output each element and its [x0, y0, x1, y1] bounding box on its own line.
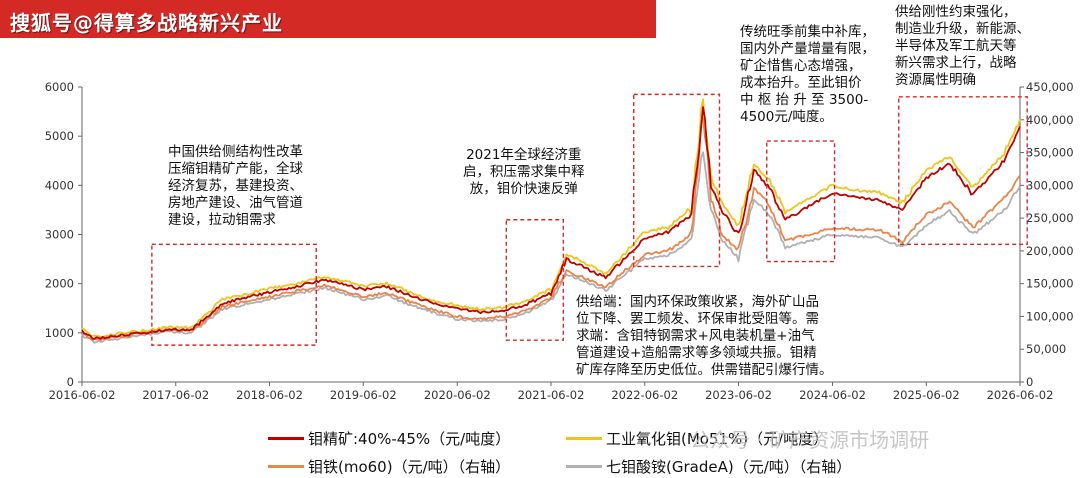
- highlight-box2: [505, 219, 565, 341]
- annotation-line: 半导体及军工航天等: [895, 38, 1017, 54]
- legend-item-mo-concentrate: 钼精矿:40%-45%（元/吨度）: [268, 428, 510, 449]
- annotation-line: 成本抬升。至此钼价: [740, 75, 862, 91]
- y-right-tick-label: 50,000: [1026, 342, 1066, 356]
- highlight-box4: [766, 140, 836, 263]
- y-left-tick-label: 6000: [45, 80, 74, 94]
- annotation-line: 供给刚性约束强化，: [895, 4, 1017, 20]
- annotation-line: 传统旺季前集中补库，: [740, 24, 875, 40]
- annotation-line: 国内外产量增量有限，: [740, 41, 875, 57]
- y-right-tick-label: 200,000: [1026, 244, 1074, 258]
- y-right-tick-label: 100,000: [1026, 309, 1074, 323]
- annotation-line: 房地产建设、油气管道: [168, 195, 303, 211]
- highlight-box1: [151, 243, 317, 346]
- x-tick-label: 2025-06-02: [893, 388, 960, 402]
- watermark: 公众号 · 矿产资源市场调研: [690, 428, 930, 452]
- annotation-line: 启，积压需求集中释: [463, 164, 585, 180]
- legend-label: 钼铁(mo60)（元/吨）（右轴）: [308, 458, 511, 476]
- annotation-line: 放，钼价快速反弹: [469, 181, 578, 197]
- annotation-line: 矿企惜售心态增强，: [740, 58, 862, 74]
- legend-swatch: [566, 437, 602, 440]
- legend-label: 钼精矿:40%-45%（元/吨度）: [308, 430, 511, 448]
- y-right-tick-label: 350,000: [1026, 146, 1074, 160]
- y-right-tick-label: 450,000: [1026, 80, 1074, 94]
- x-tick-label: 2017-06-02: [142, 388, 209, 402]
- x-tick-label: 2022-06-02: [611, 388, 678, 402]
- y-right-tick-label: 400,000: [1026, 113, 1074, 127]
- y-left-tick-label: 4000: [45, 178, 74, 192]
- annotation-line: 新兴需求上行，战略: [895, 55, 1017, 71]
- annotation-line: 供给端：国内环保政策收紧，海外矿山品: [576, 294, 819, 310]
- series-layer: [81, 98, 1021, 344]
- y-right-tick-label: 300,000: [1026, 178, 1074, 192]
- molybdenum-price-chart: 0 1000 2000 3000 4000 5000 6000 0 50,000 100,000 1…: [45, 80, 1074, 402]
- y-left-tick-label: 1000: [45, 326, 74, 340]
- annotation-line: 2021年全球经济重: [466, 147, 582, 163]
- annotation-restocking: 传统旺季前集中补库， 国内外产量增量有限， 矿企惜售心态增强， 成本抬升。至此钼价中 …: [740, 24, 875, 126]
- legend-label: 工业氧化钼(Mo51%)（元/吨度）: [606, 430, 829, 448]
- annotation-line: 管道建设+造船需求等多领域共振。钼精: [576, 345, 817, 361]
- annotation-line: 矿库存降至历史低位。供需错配引爆行情。: [576, 362, 833, 378]
- x-tick-label: 2018-06-02: [236, 388, 303, 402]
- annotation-line: 位下降、罢工频发、环保审批受阻等。需: [576, 311, 819, 327]
- y-left-tick-label: 3000: [45, 228, 74, 242]
- annotation-strategic-resource: 供给刚性约束强化， 制造业升级，新能源、 半导体及军工航天等 新兴需求上行，战略 资源属…: [895, 4, 1030, 89]
- y-left-tick-label: 0: [67, 375, 74, 389]
- highlight-box3: [633, 93, 721, 268]
- annotation-supply-demand: 供给端：国内环保政策收紧，海外矿山品 位下降、罢工频发、环保审批受阻等。需 求端：含…: [576, 294, 833, 379]
- legend-swatch: [566, 465, 602, 468]
- annotation-line: 建设，拉动钼需求: [168, 212, 276, 228]
- series-line-0: [81, 106, 1021, 340]
- x-tick-label: 2024-06-02: [799, 388, 866, 402]
- chart-axes: 0 1000 2000 3000 4000 5000 6000 0 50,000 100,000 1…: [45, 80, 1074, 402]
- x-tick-label: 2026-06-02: [987, 388, 1054, 402]
- x-tick-label: 2021-06-02: [518, 388, 585, 402]
- legend-item-mo-oxide: 工业氧化钼(Mo51%)（元/吨度）: [566, 428, 828, 449]
- x-tick-label: 2020-06-02: [424, 388, 491, 402]
- highlight-box5: [898, 96, 1028, 246]
- annotation-line: 求端：含钼特钢需求+风电装机量+油气: [576, 328, 815, 344]
- x-tick-label: 2016-06-02: [49, 388, 116, 402]
- annotation-line: 压缩钼精矿产能，全球: [168, 161, 303, 177]
- source-banner-text: 搜狐号@得算多战略新兴产业: [10, 11, 283, 35]
- annotation-line: 资源属性明确: [895, 72, 976, 88]
- legend-swatch: [268, 465, 304, 468]
- legend-item-ferromolybdenum: 钼铁(mo60)（元/吨）（右轴）: [268, 456, 510, 477]
- annotation-supply-reform: 中国供给侧结构性改革 压缩钼精矿产能，全球 经济复苏，基建投资、 房地产建设、油气管道…: [168, 144, 303, 229]
- series-line-3: [81, 151, 1021, 344]
- highlight-box-layer: [151, 93, 1028, 346]
- y-left-tick-label: 2000: [45, 277, 74, 291]
- source-banner: 搜狐号@得算多战略新兴产业: [0, 0, 656, 38]
- annotation-2021-recovery: 2021年全球经济重 启，积压需求集中释 放，钼价快速反弹: [463, 147, 585, 198]
- annotation-line: 制造业升级，新能源、: [895, 21, 1030, 37]
- annotation-line: 中国供给侧结构性改革: [168, 144, 303, 160]
- legend-item-ammonium-heptamolybdate: 七钼酸铵(GradeA)（元/吨）（右轴）: [566, 456, 851, 477]
- legend-swatch: [268, 437, 304, 440]
- y-right-tick-label: 250,000: [1026, 211, 1074, 225]
- y-left-tick-label: 5000: [45, 129, 74, 143]
- y-right-tick-label: 0: [1026, 375, 1033, 389]
- annotation-line: 4500元/吨度。: [740, 109, 833, 125]
- annotation-line: 中 枢 抬 升 至 3500-: [740, 92, 869, 108]
- series-line-2: [81, 117, 1021, 342]
- annotation-line: 经济复苏，基建投资、: [168, 178, 303, 194]
- y-right-tick-label: 150,000: [1026, 277, 1074, 291]
- x-tick-label: 2023-06-02: [705, 388, 772, 402]
- x-tick-label: 2019-06-02: [330, 388, 397, 402]
- legend-label: 七钼酸铵(GradeA)（元/吨）（右轴）: [606, 458, 852, 476]
- chart-legend: 钼精矿:40%-45%（元/吨度） 工业氧化钼(Mo51%)（元/吨度） 钼铁(…: [0, 418, 1080, 478]
